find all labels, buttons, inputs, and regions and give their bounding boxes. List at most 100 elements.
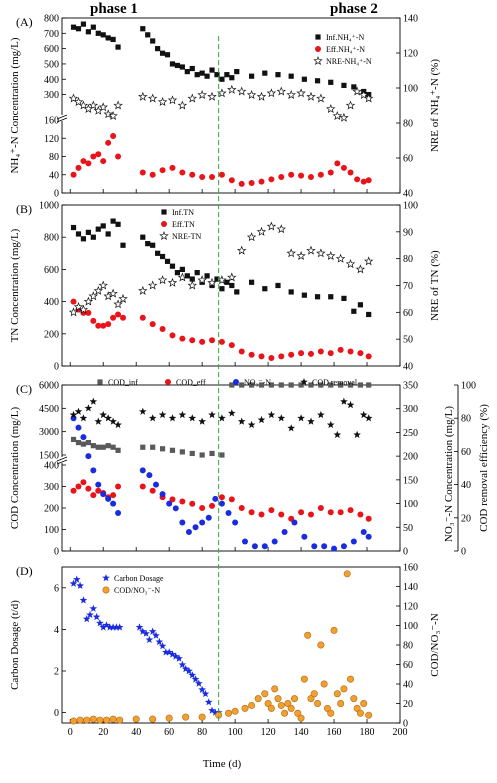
data-point [317, 410, 325, 419]
legend-entry: Inf.NH₄⁺-N [326, 33, 365, 42]
data-point [365, 533, 372, 540]
data-point [248, 179, 255, 186]
axis-break [59, 115, 67, 121]
left-tick-label: 600 [44, 44, 59, 55]
data-point [320, 680, 328, 688]
data-point [268, 176, 275, 183]
data-point [75, 231, 82, 237]
data-point [76, 581, 84, 589]
data-point [275, 282, 281, 289]
data-point [236, 86, 247, 96]
legend-marker [313, 56, 323, 65]
data-point [334, 160, 341, 167]
data-point [113, 299, 123, 309]
plot-frame [61, 566, 401, 724]
data-point [194, 72, 200, 78]
data-point [70, 224, 77, 231]
data-point [69, 579, 78, 587]
series-cod-eff [70, 479, 372, 522]
data-point [298, 350, 305, 357]
data-point [246, 232, 257, 242]
left-tick-label: 400 [44, 75, 59, 86]
data-point [261, 690, 269, 698]
data-point [79, 414, 88, 422]
data-point [114, 420, 122, 429]
data-point [148, 627, 157, 635]
data-point [115, 447, 121, 453]
data-point [209, 282, 215, 289]
left-tick-label: 1500 [39, 451, 59, 462]
legend-entry: NO₃⁻-N [244, 378, 271, 387]
data-point [290, 695, 298, 703]
data-point [155, 637, 164, 646]
data-point [78, 304, 89, 314]
right-tick-label: 60 [403, 154, 413, 165]
data-point [228, 342, 235, 349]
left-tick-label: 0 [54, 189, 59, 200]
data-point [271, 685, 279, 693]
data-point [199, 70, 205, 76]
data-point [169, 332, 176, 339]
data-point [248, 701, 256, 709]
data-point [84, 404, 93, 412]
right-tick-label: 100 [403, 201, 418, 212]
data-point [99, 623, 107, 631]
right-tick-label: 80 [403, 254, 413, 265]
data-point [341, 295, 347, 301]
data-point [159, 446, 166, 452]
data-point [169, 263, 176, 269]
data-point [337, 509, 344, 516]
data-point [69, 410, 78, 419]
data-point [165, 714, 173, 722]
data-point [89, 397, 98, 405]
data-point [115, 311, 122, 318]
data-point [199, 505, 206, 511]
data-point [90, 492, 97, 499]
data-point [70, 24, 77, 30]
data-point [191, 675, 200, 683]
data-point [76, 716, 84, 724]
data-point [150, 242, 156, 248]
data-point [90, 317, 97, 324]
right-tick-label: 0 [461, 547, 466, 558]
left-tick-label: 800 [44, 14, 59, 25]
data-point [95, 151, 102, 158]
data-point [209, 502, 216, 509]
plot-frame [61, 384, 401, 552]
data-point [157, 97, 168, 106]
mid-tick-label: 250 [403, 428, 418, 439]
y-axis-label-mid: NO₃⁻-N Concentration (mg/L) [443, 406, 455, 542]
left-tick-label: 2 [54, 667, 59, 678]
data-point [346, 400, 355, 409]
data-point [179, 449, 185, 455]
data-point [227, 84, 237, 94]
data-point [286, 248, 296, 258]
y-axis-label-right: NRE of NH₄⁺-N (%) [429, 59, 441, 152]
data-point [278, 353, 285, 360]
data-point [278, 511, 285, 518]
data-point [298, 172, 305, 179]
data-point [207, 277, 217, 287]
data-point [343, 570, 351, 578]
data-point [304, 631, 312, 639]
data-point [219, 76, 225, 82]
data-point [145, 635, 154, 643]
left-tick-label: 4 [54, 625, 59, 636]
data-point [284, 699, 292, 707]
data-point [347, 169, 354, 176]
legend-marker [165, 379, 171, 385]
data-point [258, 382, 265, 388]
data-point [317, 171, 324, 178]
x-tick-label: 120 [261, 727, 276, 738]
data-point [140, 444, 146, 450]
data-point [288, 73, 294, 79]
left-tick-label: 600 [44, 265, 59, 276]
data-point [189, 65, 195, 72]
data-point [246, 90, 257, 99]
data-point [199, 338, 206, 345]
data-point [296, 88, 306, 98]
data-point [166, 500, 173, 507]
legend-marker [102, 586, 110, 594]
data-point [360, 529, 367, 536]
left-tick-label: 1000 [39, 201, 59, 212]
